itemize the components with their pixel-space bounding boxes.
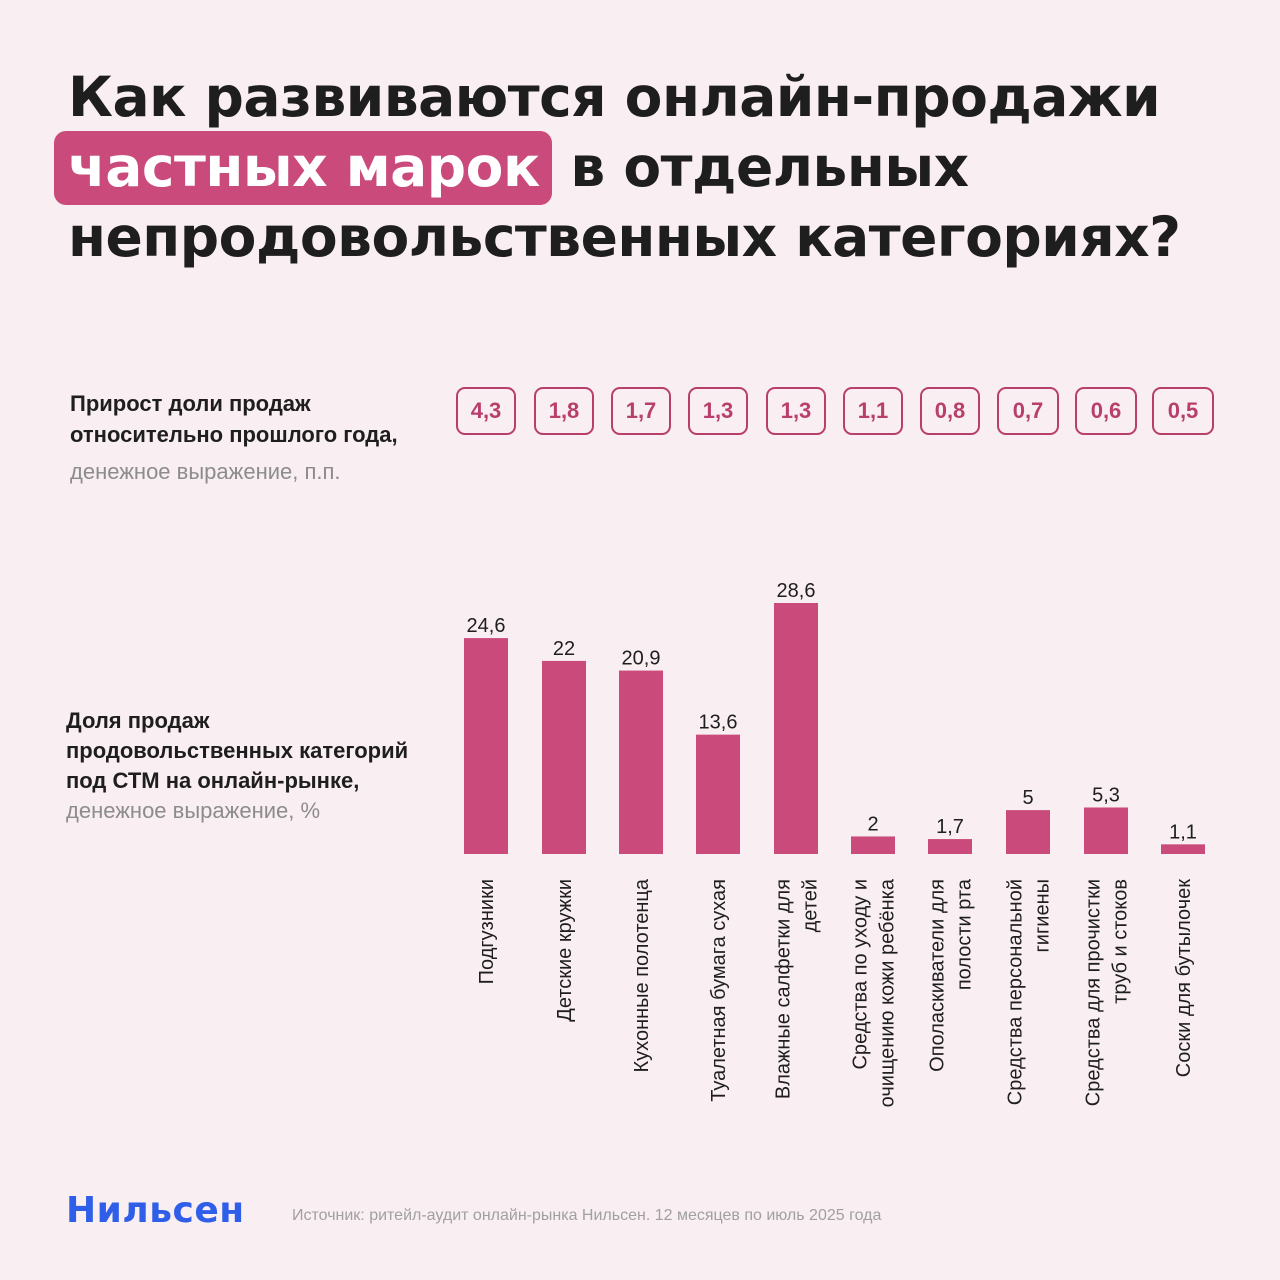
bar bbox=[464, 638, 508, 854]
category-label-line: Кухонные полотенца bbox=[631, 878, 653, 1072]
share-label-unit: денежное выражение, % bbox=[66, 798, 321, 823]
growth-badge: 1,1 bbox=[843, 387, 903, 435]
share-label-main: Доля продаж продовольственных категорий … bbox=[66, 708, 409, 793]
category-label: Ополаскиватели для полости рта bbox=[927, 878, 976, 1072]
bar bbox=[1161, 844, 1205, 854]
growth-badge: 1,3 bbox=[688, 387, 748, 435]
category-label-line: Соски для бутылочек bbox=[1173, 879, 1195, 1077]
category-label-line: Влажные салфетки для bbox=[773, 879, 795, 1099]
bar-value-label: 5,3 bbox=[1092, 784, 1120, 806]
growth-label-unit: денежное выражение, п.п. bbox=[70, 459, 341, 484]
bar-value-label: 1,7 bbox=[936, 816, 964, 838]
category-label-line: Средства персональной bbox=[1005, 879, 1027, 1105]
bar bbox=[1084, 807, 1128, 854]
title-highlight: частных марок bbox=[54, 131, 552, 205]
title-line-1: Как развиваются онлайн-продажи bbox=[68, 65, 1161, 129]
growth-label-main: Прирост доли продаж относительно прошлог… bbox=[70, 391, 398, 447]
bar bbox=[1006, 810, 1050, 854]
category-label: Туалетная бумага сухая bbox=[708, 879, 730, 1102]
bar-value-label: 13,6 bbox=[699, 712, 738, 734]
category-label: Средства по уходу и очищению кожи ребёнка bbox=[850, 878, 899, 1107]
growth-badge: 0,5 bbox=[1152, 387, 1214, 435]
bar-value-label: 20,9 bbox=[622, 648, 661, 670]
category-label-line: Детские кружки bbox=[554, 879, 576, 1022]
growth-badge: 4,3 bbox=[456, 387, 516, 435]
category-label: Детские кружки bbox=[554, 879, 576, 1022]
category-label-line: детей bbox=[800, 879, 822, 932]
bar-value-label: 5 bbox=[1022, 787, 1033, 809]
category-label: Влажные салфетки для детей bbox=[773, 879, 822, 1099]
growth-badge: 0,8 bbox=[920, 387, 980, 435]
category-label-line: Туалетная бумага сухая bbox=[708, 879, 730, 1102]
growth-label: Прирост доли продаж относительно прошлог… bbox=[70, 388, 430, 487]
growth-badge: 0,6 bbox=[1075, 387, 1137, 435]
bar-value-label: 24,6 bbox=[467, 615, 506, 637]
bar bbox=[774, 603, 818, 854]
growth-badge: 1,7 bbox=[611, 387, 671, 435]
bar bbox=[851, 836, 895, 854]
growth-badge: 0,7 bbox=[997, 387, 1059, 435]
category-label: Средства персональной гигиены bbox=[1005, 879, 1054, 1105]
source-note: Источник: ритейл-аудит онлайн-рынка Ниль… bbox=[292, 1207, 882, 1224]
growth-badge: 1,3 bbox=[766, 387, 826, 435]
nielsen-logo: Нильсен bbox=[66, 1190, 245, 1231]
category-label: Соски для бутылочек bbox=[1173, 879, 1195, 1077]
bar bbox=[619, 670, 663, 854]
category-label-line: Подгузники bbox=[476, 879, 498, 984]
bar bbox=[928, 839, 972, 854]
title-line-2: в отдельных bbox=[551, 135, 969, 199]
share-label: Доля продаж продовольственных категорий … bbox=[66, 706, 426, 826]
category-label-line: труб и стоков bbox=[1110, 879, 1132, 1004]
growth-badge: 1,8 bbox=[534, 387, 594, 435]
bar-value-label: 2 bbox=[867, 813, 878, 835]
category-label-line: гигиены bbox=[1032, 879, 1054, 952]
category-label-line: очищению кожи ребёнка bbox=[877, 878, 899, 1107]
bar-value-label: 28,6 bbox=[777, 580, 816, 602]
category-label-line: Ополаскиватели для bbox=[927, 879, 949, 1072]
category-label-line: полости рта bbox=[954, 878, 976, 990]
category-label-line: Средства по уходу и bbox=[850, 879, 872, 1070]
bar-value-label: 22 bbox=[553, 638, 575, 660]
category-label: Подгузники bbox=[476, 879, 498, 984]
category-label: Кухонные полотенца bbox=[631, 878, 653, 1072]
bar-value-label: 1,1 bbox=[1169, 821, 1197, 843]
bar bbox=[542, 660, 586, 854]
category-label-line: Средства для прочистки bbox=[1083, 879, 1105, 1106]
bar bbox=[696, 734, 740, 854]
category-label: Средства для прочистки труб и стоков bbox=[1083, 879, 1132, 1106]
page-title: Как развиваются онлайн-продажи частных м… bbox=[54, 62, 1218, 272]
title-line-3: непродовольственных категориях? bbox=[68, 205, 1181, 269]
